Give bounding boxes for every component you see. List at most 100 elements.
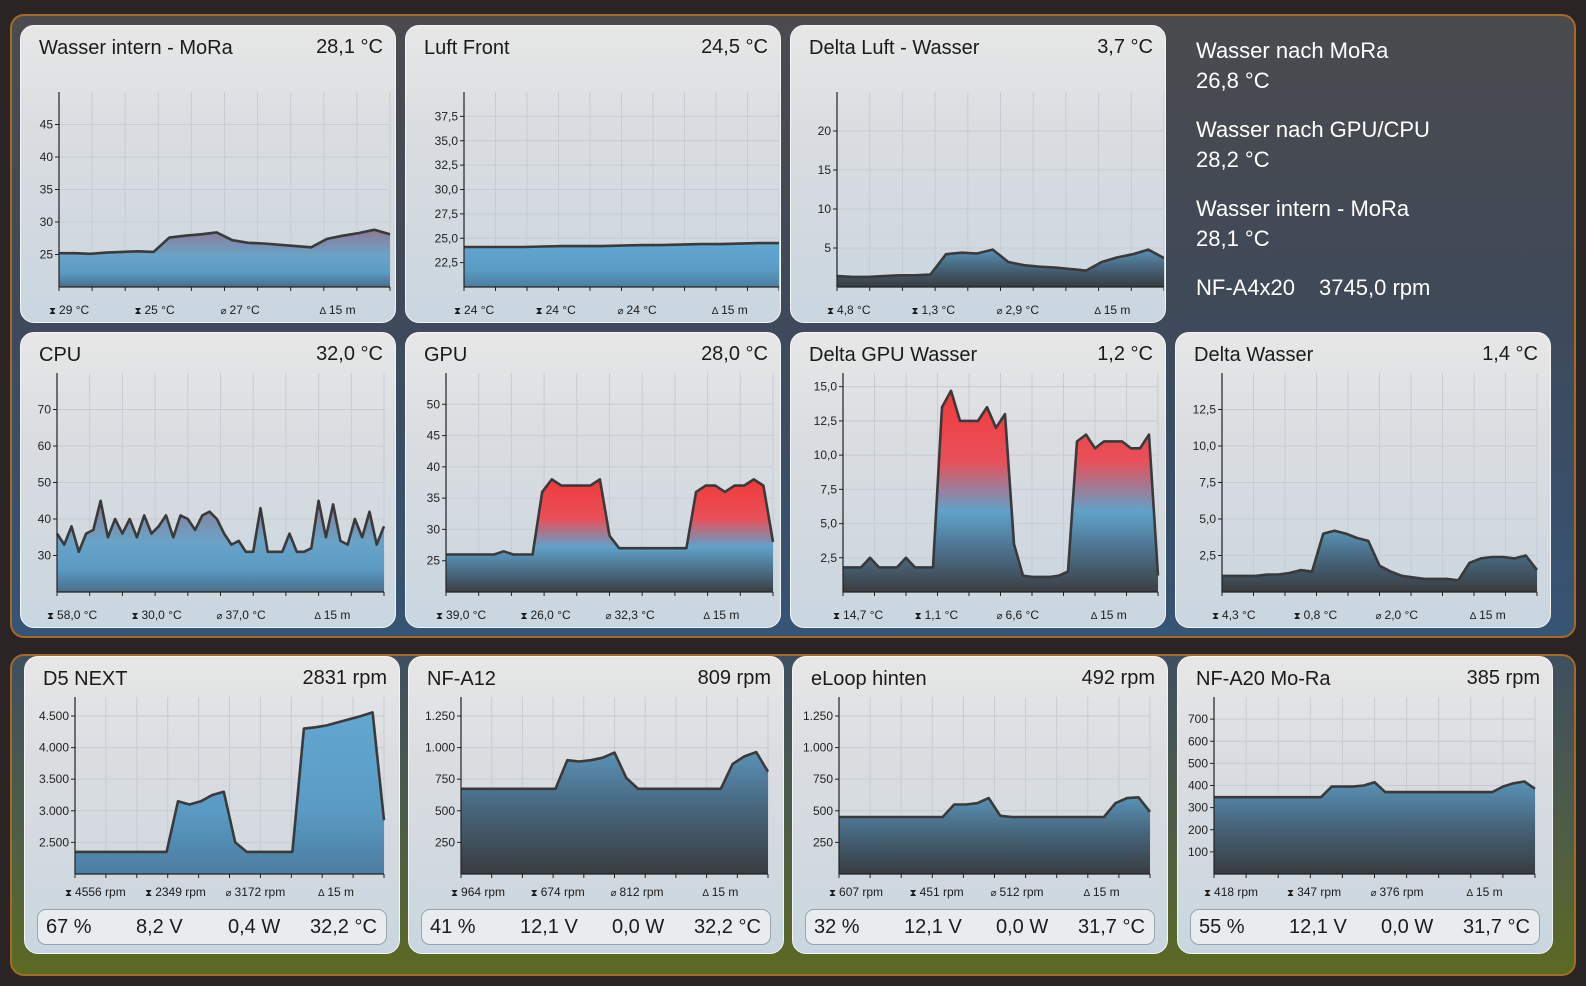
panel-value: 1,4 °C bbox=[1482, 343, 1538, 365]
panel-cpu[interactable]: CPU 32,0 °C 30 40 50 60 70 ⧗ 58,0 °C ⧗ 30,0 °C ⌀ 37,… bbox=[20, 332, 396, 628]
max-icon: ⧗ bbox=[451, 888, 459, 899]
y-tick-label: 45 bbox=[427, 429, 441, 443]
stat-value: 674 rpm bbox=[540, 885, 585, 899]
series-area bbox=[461, 752, 768, 874]
fan-temp: 32,2 °C bbox=[310, 916, 377, 938]
stat-avg: ⌀ 37,0 °C bbox=[217, 608, 266, 622]
avg-icon: ⌀ bbox=[216, 611, 223, 622]
panel-d5-next[interactable]: D5 NEXT 2831 rpm 2.500 3.000 3.500 4.000 4.500… bbox=[24, 656, 400, 954]
y-tick-label: 5,0 bbox=[820, 517, 837, 531]
y-tick-label: 600 bbox=[1188, 734, 1208, 748]
avg-icon: ⌀ bbox=[225, 888, 232, 899]
chart-grid bbox=[1221, 373, 1538, 592]
fan-volt: 12,1 V bbox=[520, 916, 578, 938]
span-icon: ∆ bbox=[1466, 888, 1473, 899]
panel-delta-luft-wasser[interactable]: Delta Luft - Wasser 3,7 °C 5 10 15 20 ⧗ 4,8 °C ⧗… bbox=[790, 25, 1166, 323]
max-icon: ⧗ bbox=[65, 888, 73, 899]
y-tick-label: 40 bbox=[38, 512, 52, 526]
stat-value: 15 m bbox=[712, 608, 740, 622]
stat-value: 26,0 °C bbox=[530, 608, 571, 622]
stat-span: ∆ 15 m bbox=[1470, 608, 1506, 622]
stat-min: ⧗ 451 rpm bbox=[910, 885, 964, 899]
y-tick-label: 25 bbox=[427, 554, 441, 568]
fan-volt: 12,1 V bbox=[1289, 916, 1347, 938]
series-area bbox=[1222, 530, 1537, 592]
fan-info-row: 32 % 12,1 V 0,0 W 31,7 °C bbox=[805, 909, 1155, 945]
stat-value: 15 m bbox=[1103, 303, 1131, 317]
stat-max: ⧗ 14,7 °C bbox=[833, 608, 883, 622]
stat-value: 4,3 °C bbox=[1222, 608, 1256, 622]
min-icon: ⧗ bbox=[520, 611, 528, 622]
fan-info-row: 67 % 8,2 V 0,4 W 32,2 °C bbox=[37, 909, 387, 945]
y-tick-label: 15,0 bbox=[814, 380, 838, 394]
stat-max: ⧗ 964 rpm bbox=[451, 885, 505, 899]
fan-info-row: 55 % 12,1 V 0,0 W 31,7 °C bbox=[1190, 909, 1540, 945]
min-icon: ⧗ bbox=[1287, 888, 1295, 899]
series-area bbox=[464, 243, 779, 287]
stat-span: ∆ 15 m bbox=[704, 608, 740, 622]
panel-value: 385 rpm bbox=[1466, 667, 1540, 689]
panel-nf-a12[interactable]: NF-A12 809 rpm 250 500 750 1.000 1.250 ⧗ 964 rpm… bbox=[408, 656, 784, 954]
info-label: Wasser nach GPU/CPU bbox=[1196, 117, 1430, 142]
y-tick-label: 1.000 bbox=[803, 741, 833, 755]
stat-span: ∆ 15 m bbox=[1091, 608, 1127, 622]
series-area bbox=[1214, 781, 1535, 874]
y-tick-label: 4.500 bbox=[39, 709, 69, 723]
y-tick-label: 200 bbox=[1188, 823, 1208, 837]
series-area bbox=[59, 229, 390, 287]
stat-max: ⧗ 29 °C bbox=[49, 303, 89, 317]
max-icon: ⧗ bbox=[436, 611, 444, 622]
stat-value: 37,0 °C bbox=[225, 608, 266, 622]
stat-avg: ⌀ 6,6 °C bbox=[997, 608, 1040, 622]
stat-span: ∆ 15 m bbox=[1084, 885, 1120, 899]
stat-value: 58,0 °C bbox=[57, 608, 98, 622]
stat-max: ⧗ 4,8 °C bbox=[827, 303, 871, 317]
series-line bbox=[1214, 780, 1536, 799]
stat-max: ⧗ 418 rpm bbox=[1204, 885, 1258, 899]
fan-volt: 12,1 V bbox=[904, 916, 962, 938]
panel-nf-a20[interactable]: NF-A20 Mo-Ra 385 rpm 100 200 300 400 500 600 700… bbox=[1177, 656, 1553, 954]
stat-value: 0,8 °C bbox=[1303, 608, 1338, 622]
panel-luft-front[interactable]: Luft Front 24,5 °C 22,5 25,0 27,5 30,0 32,5 35,… bbox=[405, 25, 781, 323]
stat-span: ∆ 15 m bbox=[712, 303, 748, 317]
info-value: 28,2 °C bbox=[1196, 147, 1270, 172]
max-icon: ⧗ bbox=[1204, 888, 1212, 899]
panel-wasser-intern[interactable]: Wasser intern - MoRa 28,1 °C 25 30 35 40 45 ⧗ 29… bbox=[20, 25, 396, 323]
stat-value: 39,0 °C bbox=[446, 608, 487, 622]
series-area bbox=[75, 712, 384, 874]
y-tick-label: 10,0 bbox=[1193, 439, 1217, 453]
panel-delta-gpu-wasser[interactable]: Delta GPU Wasser 1,2 °C 2,5 5,0 7,5 10,0 12,5 1… bbox=[790, 332, 1166, 628]
panel-gpu[interactable]: GPU 28,0 °C 25 30 35 40 45 50 ⧗ 39,0 °C ⧗ 26,0 °C ⌀ 3… bbox=[405, 332, 781, 628]
info-value: 28,1 °C bbox=[1196, 226, 1270, 251]
y-tick-label: 400 bbox=[1188, 779, 1208, 793]
stat-span: ∆ 15 m bbox=[315, 608, 351, 622]
stat-max: ⧗ 4,3 °C bbox=[1212, 608, 1256, 622]
stat-max: ⧗ 39,0 °C bbox=[436, 608, 486, 622]
stat-avg: ⌀ 27 °C bbox=[221, 303, 260, 317]
fan-temp: 32,2 °C bbox=[694, 916, 761, 938]
y-tick-label: 20 bbox=[818, 124, 832, 138]
stat-min: ⧗ 30,0 °C bbox=[131, 608, 181, 622]
stat-min: ⧗ 674 rpm bbox=[531, 885, 585, 899]
stat-value: 347 rpm bbox=[1297, 885, 1342, 899]
stat-value: 6,6 °C bbox=[1005, 608, 1040, 622]
y-tick-label: 30 bbox=[40, 215, 54, 229]
y-tick-label: 37,5 bbox=[435, 109, 459, 123]
stat-avg: ⌀ 3172 rpm bbox=[226, 885, 286, 899]
y-tick-label: 35,0 bbox=[435, 134, 459, 148]
panel-eloop-hinten[interactable]: eLoop hinten 492 rpm 250 500 750 1.000 1.250 ⧗ 6… bbox=[792, 656, 1168, 954]
y-tick-label: 32,5 bbox=[435, 158, 459, 172]
panel-delta-wasser[interactable]: Delta Wasser 1,4 °C 2,5 5,0 7,5 10,0 12,5 ⧗ 4,3 … bbox=[1175, 332, 1551, 628]
y-tick-label: 250 bbox=[813, 835, 833, 849]
stat-value: 32,3 °C bbox=[614, 608, 655, 622]
y-tick-label: 3.500 bbox=[39, 772, 69, 786]
y-tick-label: 12,5 bbox=[1193, 403, 1217, 417]
fan-percent: 55 % bbox=[1199, 916, 1245, 938]
min-icon: ⧗ bbox=[131, 611, 139, 622]
y-tick-label: 750 bbox=[435, 772, 455, 786]
panel-value: 492 rpm bbox=[1081, 667, 1155, 689]
stat-value: 15 m bbox=[1092, 885, 1120, 899]
max-icon: ⧗ bbox=[454, 306, 462, 317]
series-line bbox=[55, 499, 386, 554]
avg-icon: ⌀ bbox=[996, 306, 1003, 317]
